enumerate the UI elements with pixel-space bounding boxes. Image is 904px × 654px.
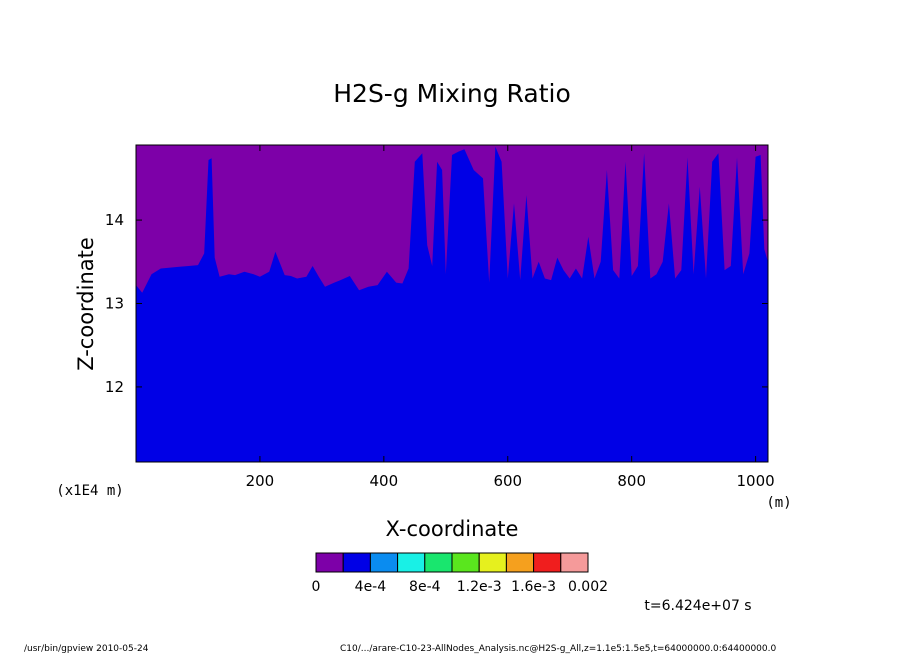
y-multiplier-label: (x1E4 m) bbox=[56, 483, 123, 499]
footer-right: C10/.../arare-C10-23-AllNodes_Analysis.n… bbox=[340, 644, 776, 654]
colorbar-swatch bbox=[315, 552, 344, 573]
x-tick-label: 400 bbox=[370, 472, 399, 490]
x-units-label: (m) bbox=[766, 495, 791, 511]
x-tick-label: 200 bbox=[246, 472, 275, 490]
x-tick-label: 600 bbox=[493, 472, 522, 490]
y-axis-title: Z-coordinate bbox=[74, 237, 98, 371]
colorbar-swatch bbox=[424, 552, 453, 573]
region-zero-level bbox=[136, 145, 768, 293]
colorbar-swatch bbox=[342, 552, 371, 573]
colorbar-label: 8e-4 bbox=[409, 579, 441, 595]
colorbar-label: 0.002 bbox=[568, 579, 608, 595]
colorbar-label: 0 bbox=[312, 579, 321, 595]
colorbar-swatch bbox=[560, 552, 589, 573]
y-tick-label: 13 bbox=[105, 295, 124, 313]
x-tick-label: 800 bbox=[617, 472, 646, 490]
colorbar-label: 4e-4 bbox=[355, 579, 387, 595]
y-tick-label: 12 bbox=[105, 378, 124, 396]
colorbar bbox=[315, 552, 589, 573]
y-axis: 12 13 14 bbox=[105, 211, 768, 396]
plot-area bbox=[135, 144, 769, 463]
colorbar-labels: 0 4e-4 8e-4 1.2e-3 1.6e-3 0.002 bbox=[312, 579, 609, 595]
colorbar-label: 1.2e-3 bbox=[457, 579, 502, 595]
colorbar-swatch bbox=[533, 552, 562, 573]
colorbar-swatch bbox=[505, 552, 535, 573]
colorbar-swatch bbox=[451, 552, 480, 573]
time-label: t=6.424e+07 s bbox=[644, 598, 751, 614]
y-tick-label: 14 bbox=[105, 211, 124, 229]
colorbar-swatch bbox=[397, 552, 426, 573]
colorbar-swatch bbox=[369, 552, 399, 573]
footer-left: /usr/bin/gpview 2010-05-24 bbox=[24, 644, 149, 654]
x-axis-title: X-coordinate bbox=[386, 517, 519, 541]
colorbar-swatch bbox=[478, 552, 507, 573]
x-axis: 200 400 600 800 1000 bbox=[246, 145, 775, 490]
x-tick-label: 1000 bbox=[737, 472, 775, 490]
chart-title: H2S-g Mixing Ratio bbox=[333, 79, 571, 108]
colorbar-label: 1.6e-3 bbox=[511, 579, 556, 595]
